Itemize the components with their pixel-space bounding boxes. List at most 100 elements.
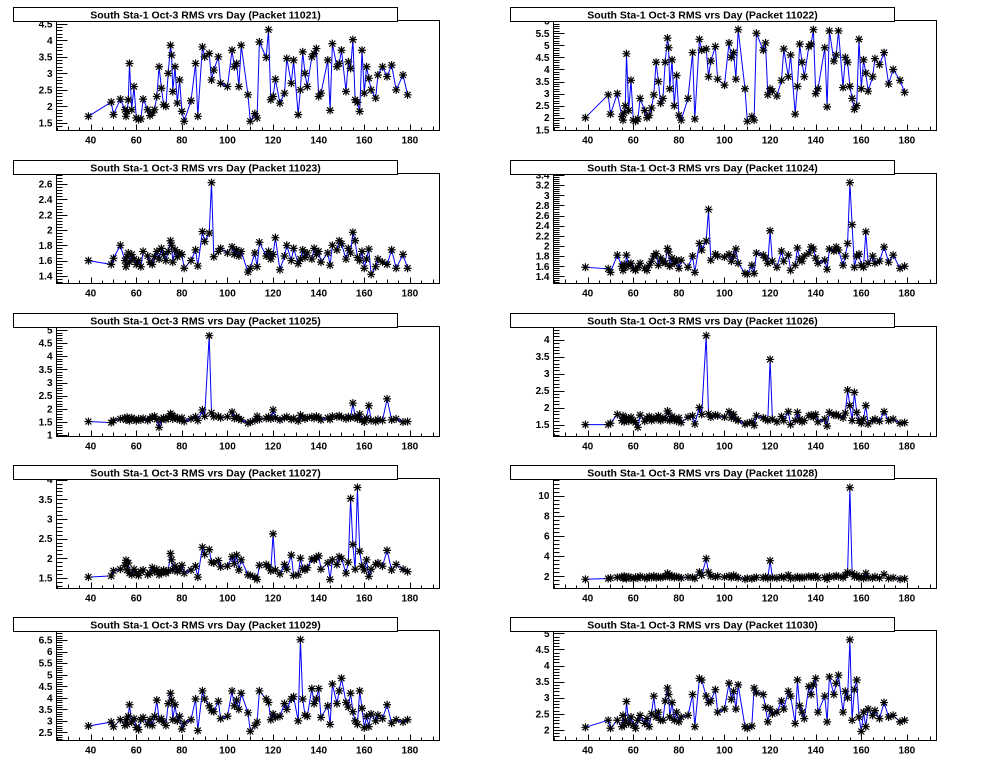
data-point-marker [665,262,674,271]
data-point-marker [729,48,738,57]
data-point-marker [266,414,275,423]
data-point-marker [670,573,679,582]
y-axis: 1.5 2 2.5 3 3.5 4 [39,475,68,587]
data-point-marker [337,46,346,55]
x-tick-label: 140 [807,136,824,147]
data-point-marker [752,29,761,38]
data-point-marker [900,262,909,271]
data-point-marker [727,413,736,422]
y-tick-label: 4.5 [39,19,53,30]
data-point-marker [294,110,303,119]
y-tick-label: 2.5 [39,85,53,96]
data-point-marker [328,555,337,564]
data-point-marker [850,685,859,694]
data-point-marker [725,38,734,47]
data-point-marker [688,252,697,261]
data-point-marker [155,715,164,724]
data-point-marker [811,89,820,98]
data-point-marker [800,416,809,425]
data-point-marker [672,417,681,426]
data-point-marker [234,414,243,423]
data-point-marker [250,416,259,425]
data-point-marker [200,412,209,421]
x-tick-label: 140 [310,289,327,300]
data-point-marker [155,62,164,71]
data-point-marker [900,716,909,725]
data-point-marker [282,412,291,421]
x-axis: 40 60 80 100 120 140 160 180 [554,734,931,757]
data-point-marker [784,687,793,696]
y-tick-label: 2 [544,725,550,736]
data-point-marker [704,72,713,81]
data-point-marker [665,416,674,425]
data-point-marker [200,237,209,246]
x-tick-label: 100 [716,442,733,453]
data-point-marker [180,417,189,426]
data-point-marker [809,572,818,581]
data-point-marker [255,238,264,247]
data-point-marker [779,573,788,582]
data-point-marker [166,236,175,245]
data-point-marker [269,709,278,718]
data-point-marker [747,417,756,426]
data-point-marker [706,572,715,581]
data-point-marker [768,257,777,266]
data-point-marker [731,704,740,713]
data-point-marker [124,248,133,257]
data-point-marker [875,60,884,69]
data-point-marker [825,572,834,581]
data-point-marker [300,69,309,78]
x-tick-label: 160 [356,746,373,757]
series-line [88,639,408,733]
data-point-marker [791,261,800,270]
data-point-marker [617,416,626,425]
data-point-marker [223,82,232,91]
data-point-marker [750,573,759,582]
data-point-marker [107,260,116,269]
y-tick-label: 4.5 [39,682,53,693]
data-point-marker [633,114,642,123]
data-point-marker [364,572,373,581]
data-point-marker [747,112,756,121]
data-point-marker [364,401,373,410]
data-point-marker [868,72,877,81]
data-point-marker [663,569,672,578]
data-point-marker [237,247,246,256]
data-point-marker [289,692,298,701]
data-point-marker [900,574,909,583]
data-point-marker [116,565,125,574]
data-point-marker [255,37,264,46]
data-point-marker [884,258,893,267]
data-point-marker [896,717,905,726]
data-point-marker [777,412,786,421]
chart-panel: 40 60 80 100 120 140 160 180 1.5 2 2.5 3 3.5 4 South S… [510,313,937,453]
data-point-marker [729,410,738,419]
x-tick-label: 140 [310,442,327,453]
data-point-marker [843,568,852,577]
data-point-marker [328,241,337,250]
data-point-marker [868,711,877,720]
x-tick-label: 140 [807,289,824,300]
y-tick-label: 3 [47,514,53,525]
data-point-marker [180,117,189,126]
chart-title-box [510,160,895,175]
data-point-marker [150,412,159,421]
data-point-marker [362,255,371,264]
x-tick-label: 180 [402,136,419,147]
data-point-marker [193,726,202,735]
data-point-marker [750,269,759,278]
data-point-marker [793,572,802,581]
data-point-marker [353,483,362,492]
y-tick-label: 3 [544,89,550,100]
plot-frame [553,173,937,284]
data-point-marker [850,572,859,581]
data-point-marker [139,247,148,256]
data-point-marker [845,401,854,410]
data-point-marker [834,26,843,35]
data-point-marker [841,53,850,62]
data-point-marker [326,575,335,584]
x-tick-label: 40 [582,594,594,605]
data-point-marker [704,205,713,214]
data-point-marker [346,248,355,257]
data-point-marker [287,415,296,424]
